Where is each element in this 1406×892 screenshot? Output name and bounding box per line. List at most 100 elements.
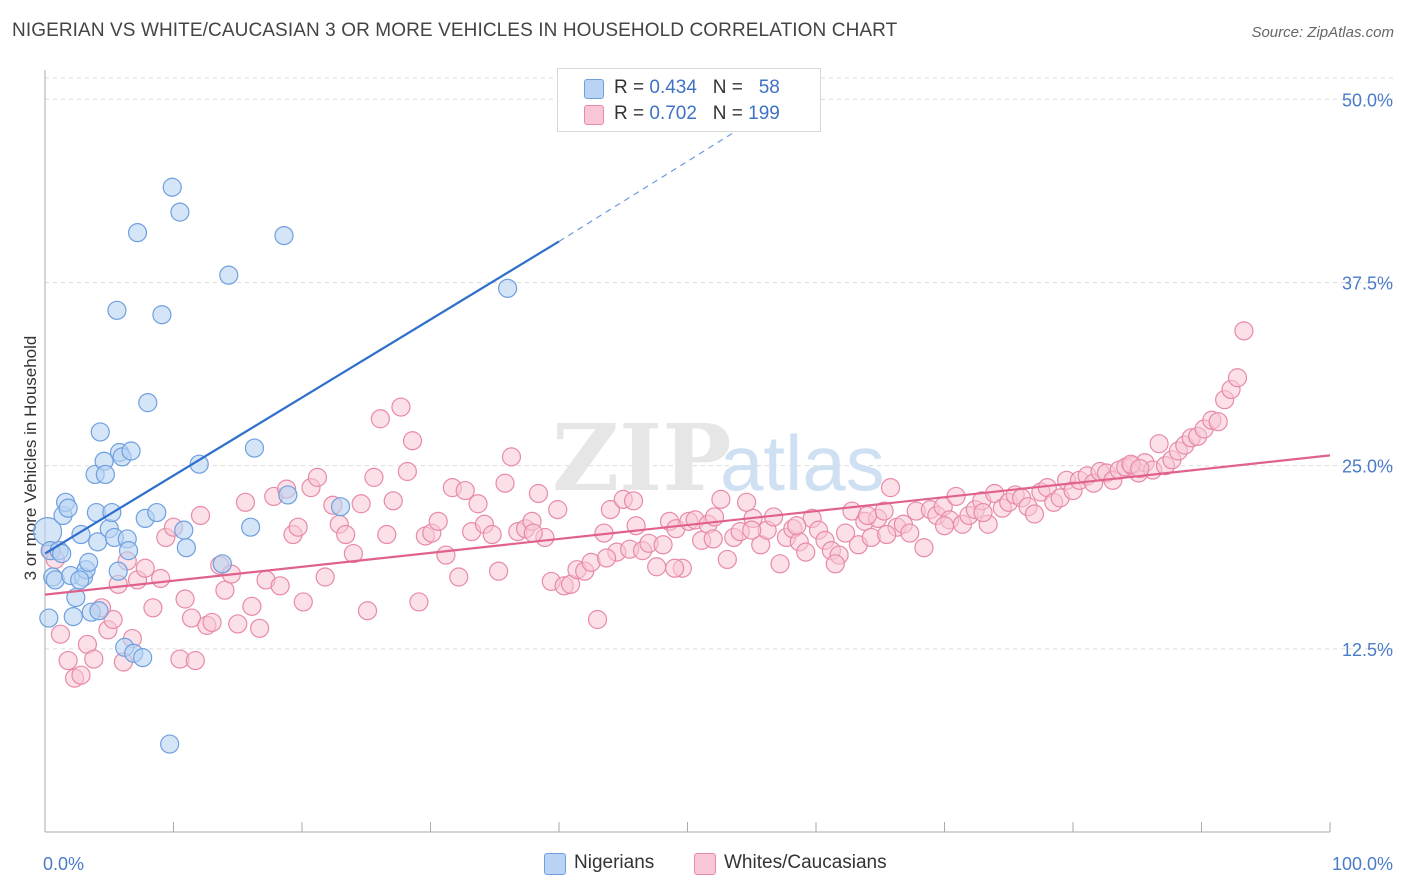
- x-tick-label-1: 100.0%: [1332, 854, 1393, 874]
- white-caucasian-point: [1227, 368, 1248, 388]
- white-caucasian-point: [489, 561, 509, 581]
- legend-r-value: 0.702: [649, 103, 697, 124]
- y-axis-label: 3 or more Vehicles in Household: [21, 336, 40, 581]
- white-caucasian-point: [711, 489, 731, 509]
- nigerians-trend-extension: [558, 120, 753, 242]
- nigerian-point: [160, 734, 180, 754]
- white-caucasian-point: [934, 516, 955, 536]
- legend-r-label: R =: [614, 77, 650, 98]
- chart-title: NIGERIAN VS WHITE/CAUCASIAN 3 OR MORE VE…: [12, 20, 898, 41]
- white-caucasian-point: [288, 517, 308, 537]
- legend-r-label: R =: [614, 103, 650, 124]
- x-tick-label-0: 0.0%: [43, 854, 84, 874]
- white-caucasian-point: [825, 554, 845, 574]
- nigerian-point: [330, 497, 351, 517]
- series-legend: Nigerians Whites/Caucasians: [0, 852, 1406, 876]
- white-caucasian-point: [409, 592, 429, 612]
- nigerians-points: [32, 177, 518, 754]
- white-caucasian-point: [1234, 321, 1254, 341]
- nigerian-point: [70, 570, 90, 590]
- white-caucasian-point: [377, 524, 397, 545]
- white-caucasian-point: [235, 492, 256, 512]
- white-caucasian-point: [1130, 458, 1150, 479]
- nigerian-point: [147, 502, 167, 523]
- watermark-zip: ZIP: [552, 404, 731, 512]
- white-caucasian-point: [880, 478, 901, 498]
- white-caucasian-point: [468, 494, 488, 514]
- white-caucasian-point: [600, 500, 621, 520]
- legend-n-label: N =: [712, 77, 749, 98]
- nigerian-point: [127, 223, 148, 243]
- white-caucasian-point: [143, 598, 163, 618]
- whites-caucasians-points: [41, 321, 1254, 688]
- white-caucasian-point: [623, 491, 644, 511]
- legend-r-value: 0.434: [649, 77, 697, 98]
- white-caucasian-point: [175, 589, 195, 609]
- trend-lines: [44, 120, 1331, 596]
- white-caucasian-point: [796, 542, 816, 562]
- white-caucasian-point: [215, 580, 235, 600]
- white-caucasian-point: [737, 492, 757, 512]
- white-caucasian-point: [202, 612, 222, 633]
- white-caucasian-point: [343, 543, 363, 564]
- nigerian-point: [162, 177, 182, 197]
- white-caucasian-point: [50, 624, 71, 644]
- white-caucasian-point: [185, 650, 205, 671]
- legend-text-nigerians: R = 0.434 N = 58: [614, 77, 780, 99]
- nigerian-point: [95, 464, 115, 485]
- nigerian-point: [79, 552, 99, 572]
- white-caucasian-point: [84, 649, 104, 669]
- white-caucasian-point: [428, 511, 448, 531]
- nigerian-point: [89, 601, 109, 621]
- y-tick-label-0: 12.5%: [1342, 640, 1393, 660]
- nigerian-point: [108, 561, 128, 581]
- legend-n-label: N =: [712, 103, 749, 124]
- white-caucasian-point: [770, 554, 790, 574]
- white-caucasian-point: [307, 467, 328, 487]
- legend-n-value: 58: [758, 77, 780, 98]
- legend-swatch-whites: [584, 105, 604, 125]
- nigerian-point: [176, 538, 196, 558]
- source-label: Source: ZipAtlas.com: [1251, 24, 1394, 41]
- white-caucasian-point: [383, 491, 403, 511]
- white-caucasian-point: [135, 558, 155, 578]
- legend-n-value: 199: [748, 103, 780, 124]
- series-name-whites: Whites/Caucasians: [724, 852, 887, 873]
- nigerian-point: [170, 202, 190, 222]
- white-caucasian-point: [787, 516, 807, 536]
- white-caucasian-point: [647, 557, 667, 577]
- nigerians-trend-line: [44, 240, 560, 555]
- y-tick-label-3: 50.0%: [1342, 90, 1393, 110]
- nigerian-point: [90, 422, 110, 442]
- series-swatch-whites: [694, 853, 716, 875]
- nigerian-point: [241, 517, 261, 537]
- axes: [44, 70, 1331, 833]
- y-tick-label-2: 37.5%: [1342, 273, 1393, 293]
- nigerian-point: [498, 278, 518, 298]
- white-caucasian-point: [1149, 434, 1169, 454]
- white-caucasian-point: [523, 523, 543, 543]
- white-caucasian-point: [1024, 504, 1045, 524]
- white-caucasian-point: [270, 576, 290, 596]
- white-caucasian-point: [717, 549, 737, 570]
- white-caucasian-point: [835, 523, 856, 543]
- white-caucasian-point: [293, 592, 313, 612]
- white-caucasian-point: [653, 535, 673, 555]
- white-caucasian-point: [397, 461, 417, 482]
- y-tick-label-1: 25.0%: [1342, 457, 1393, 477]
- white-caucasian-point: [449, 567, 469, 587]
- whites-trend-line: [44, 454, 1331, 596]
- white-caucasian-point: [495, 473, 515, 493]
- white-caucasian-point: [357, 601, 378, 621]
- nigerian-point: [244, 438, 265, 458]
- white-caucasian-point: [351, 494, 371, 514]
- white-caucasian-point: [58, 650, 78, 671]
- white-caucasian-point: [501, 447, 522, 467]
- legend-text-whites: R = 0.702 N = 199: [614, 103, 780, 125]
- white-caucasian-point: [482, 524, 502, 545]
- watermark-atlas: atlas: [720, 419, 885, 507]
- white-caucasian-point: [914, 538, 934, 558]
- nigerian-point: [118, 541, 139, 561]
- white-caucasian-point: [436, 545, 456, 565]
